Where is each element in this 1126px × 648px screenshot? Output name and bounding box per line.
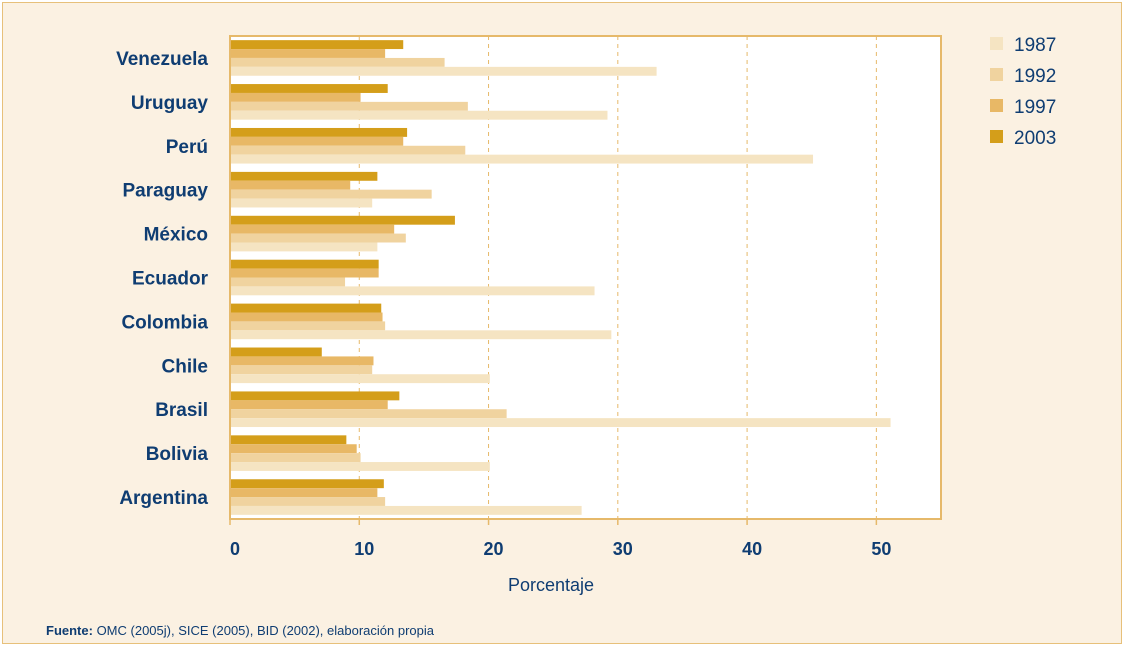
x-tick-label-0: 0 <box>230 539 240 559</box>
bar-paraguay-1992 <box>230 189 432 199</box>
x-tick-label-50: 50 <box>871 539 891 559</box>
bar-ecuador-1987 <box>230 286 595 296</box>
legend-label-2003: 2003 <box>1014 128 1056 149</box>
category-label-ecuador: Ecuador <box>132 269 209 290</box>
x-tick-label-30: 30 <box>613 539 633 559</box>
bar-méxico-2003 <box>230 215 455 225</box>
bar-brasil-1987 <box>230 418 891 428</box>
bar-bolivia-1992 <box>230 453 361 463</box>
bar-colombia-1992 <box>230 321 386 331</box>
bar-venezuela-2003 <box>230 40 404 50</box>
category-label-argentina: Argentina <box>119 488 208 509</box>
bar-argentina-1987 <box>230 505 582 515</box>
bar-argentina-1997 <box>230 488 378 498</box>
x-tick-label-20: 20 <box>484 539 504 559</box>
bar-ecuador-2003 <box>230 259 379 269</box>
category-label-colombia: Colombia <box>121 312 208 333</box>
bar-colombia-1997 <box>230 312 383 322</box>
legend-label-1997: 1997 <box>1014 97 1056 118</box>
bar-méxico-1992 <box>230 233 406 243</box>
bar-chile-1997 <box>230 356 374 366</box>
bar-méxico-1997 <box>230 224 395 234</box>
bar-paraguay-1997 <box>230 180 351 190</box>
bar-venezuela-1997 <box>230 49 386 58</box>
bar-brasil-1997 <box>230 400 388 410</box>
bar-argentina-2003 <box>230 479 384 489</box>
bar-brasil-1992 <box>230 409 507 419</box>
x-tick-label-40: 40 <box>742 539 762 559</box>
source-text: OMC (2005j), SICE (2005), BID (2002), el… <box>92 623 434 638</box>
legend-swatch-2003 <box>990 130 1003 143</box>
legend-swatch-1992 <box>990 68 1003 81</box>
category-label-bolivia: Bolivia <box>146 444 209 465</box>
bar-ecuador-1992 <box>230 277 346 287</box>
bar-perú-1997 <box>230 136 404 146</box>
bar-bolivia-1987 <box>230 462 490 471</box>
category-label-uruguay: Uruguay <box>131 93 209 114</box>
bar-ecuador-1997 <box>230 268 379 278</box>
category-label-paraguay: Paraguay <box>122 181 208 202</box>
bar-perú-1992 <box>230 145 466 155</box>
bar-paraguay-1987 <box>230 198 373 208</box>
bar-uruguay-2003 <box>230 84 388 93</box>
bar-paraguay-2003 <box>230 171 378 181</box>
bar-chart: Venezuela Uruguay Perú Paraguay México Ecuado… <box>116 35 1056 595</box>
source-label: Fuente: <box>46 623 93 638</box>
x-axis-title: Porcentaje <box>508 575 594 595</box>
legend-label-1987: 1987 <box>1014 35 1056 56</box>
bar-chile-1992 <box>230 365 373 375</box>
bar-méxico-1987 <box>230 242 378 252</box>
bar-colombia-1987 <box>230 330 612 340</box>
bar-uruguay-1997 <box>230 92 361 102</box>
plot-border <box>229 35 942 520</box>
bar-bolivia-1997 <box>230 444 357 454</box>
bar-bolivia-2003 <box>230 435 347 445</box>
x-tick-label-10: 10 <box>354 539 374 559</box>
category-label-perú: Perú <box>166 137 208 158</box>
bar-perú-2003 <box>230 127 408 137</box>
bar-argentina-1992 <box>230 497 386 506</box>
bar-uruguay-1987 <box>230 110 608 120</box>
bar-chile-1987 <box>230 374 490 384</box>
bar-colombia-2003 <box>230 303 382 313</box>
legend-swatch-1987 <box>990 37 1003 50</box>
legend-swatch-1997 <box>990 99 1003 112</box>
category-label-brasil: Brasil <box>155 400 208 421</box>
bar-brasil-2003 <box>230 391 400 401</box>
category-label-venezuela: Venezuela <box>116 49 208 70</box>
source-note: Fuente: OMC (2005j), SICE (2005), BID (2… <box>46 623 434 638</box>
bar-venezuela-1987 <box>230 66 657 76</box>
legend-label-1992: 1992 <box>1014 66 1056 87</box>
bar-chile-2003 <box>230 347 322 357</box>
bar-venezuela-1992 <box>230 57 445 67</box>
bar-perú-1987 <box>230 154 814 164</box>
category-label-méxico: México <box>144 225 208 246</box>
category-label-chile: Chile <box>162 356 208 377</box>
bar-uruguay-1992 <box>230 101 468 111</box>
